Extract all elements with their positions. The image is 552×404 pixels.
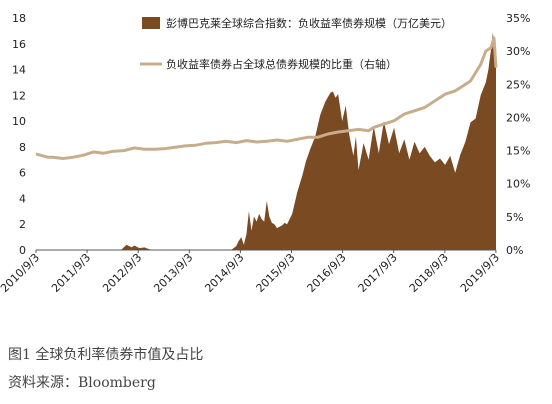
y-right-tick-label: 35% (506, 12, 530, 25)
y-left-tick-label: 4 (19, 192, 26, 205)
y-left-tick-label: 8 (19, 141, 26, 154)
y-right-tick-label: 10% (506, 178, 530, 191)
x-tick-label: 2017/9/3 (356, 251, 400, 295)
line-series-share-of-total (35, 36, 498, 160)
y-axis-right: 0% 5% 10% 15% 20% 25% 30% 35% (506, 12, 530, 257)
y-left-tick-label: 6 (19, 167, 26, 180)
y-left-tick-label: 18 (12, 12, 26, 25)
x-tick-label: 2010/9/3 (0, 251, 42, 295)
y-right-tick-label: 0% (506, 244, 523, 257)
y-axis-left: 0 2 4 6 8 10 12 14 16 18 (12, 12, 26, 257)
legend: 彭博巴克莱全球综合指数：负收益率债券规模（万亿美元） 负收益率债券占全球总债券规… (140, 16, 452, 71)
area-series-negative-yield-bonds (36, 32, 496, 251)
x-tick-label: 2012/9/3 (100, 251, 144, 295)
y-left-tick-label: 16 (12, 38, 26, 51)
x-tick-label: 2014/9/3 (202, 251, 246, 295)
y-left-tick-label: 2 (19, 218, 26, 231)
y-left-tick-label: 10 (12, 115, 26, 128)
x-tick-label: 2018/9/3 (407, 251, 451, 295)
x-tick-label: 2015/9/3 (253, 251, 297, 295)
plot-area (35, 32, 498, 251)
chart: 0 2 4 6 8 10 12 14 16 18 0% 5% 10% 15% 20% 25% 30% 35% 2… (0, 12, 530, 295)
y-right-tick-label: 30% (506, 45, 530, 58)
y-left-tick-label: 12 (12, 89, 26, 102)
x-tick-label: 2011/9/3 (49, 251, 93, 295)
y-left-tick-label: 0 (19, 244, 26, 257)
x-tick-label: 2013/9/3 (151, 251, 195, 295)
y-right-tick-label: 5% (506, 211, 523, 224)
legend-label-area: 彭博巴克莱全球综合指数：负收益率债券规模（万亿美元） (166, 16, 452, 30)
legend-swatch-area (142, 17, 160, 29)
figure-title: 图1 全球负利率债券市值及占比 (8, 347, 204, 363)
y-left-tick-label: 14 (12, 64, 26, 77)
y-right-tick-label: 20% (506, 111, 530, 124)
x-tick-label: 2016/9/3 (305, 251, 349, 295)
y-right-tick-label: 25% (506, 78, 530, 91)
x-tick-label: 2019/9/3 (458, 251, 502, 295)
legend-label-line: 负收益率债券占全球总债券规模的比重（右轴） (166, 57, 397, 71)
figure-source: 资料来源：Bloomberg (8, 375, 156, 391)
x-axis: 2010/9/3 2011/9/3 2012/9/3 2013/9/3 2014/9/3… (0, 250, 502, 295)
y-right-tick-label: 15% (506, 145, 530, 158)
